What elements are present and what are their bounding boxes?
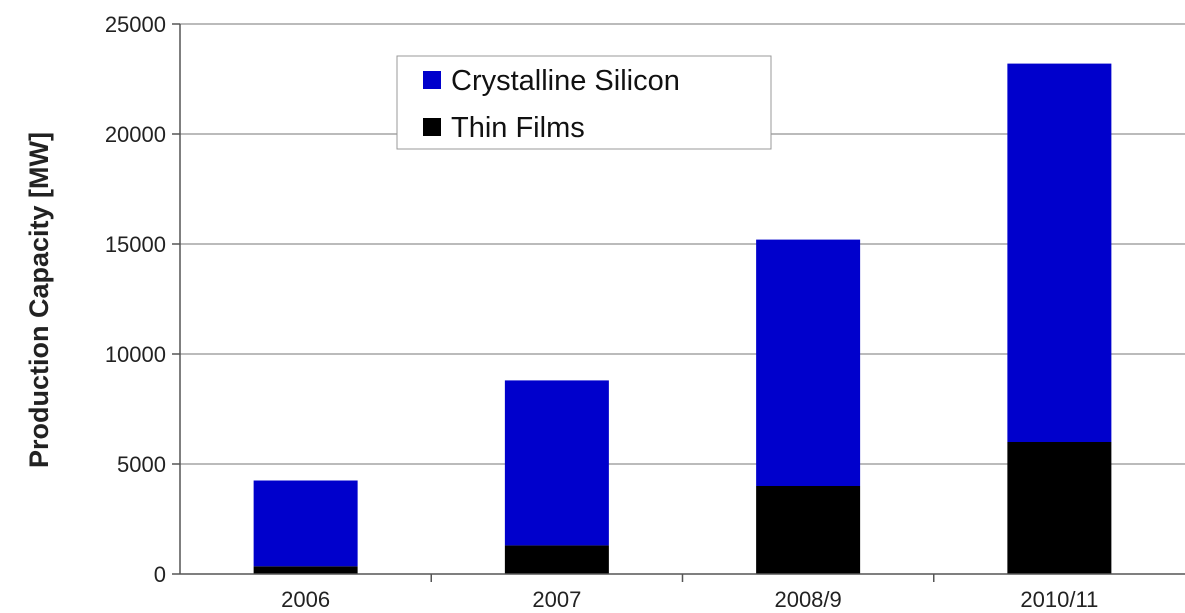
y-tick-label: 5000 — [117, 452, 166, 477]
legend-label-thin-films: Thin Films — [451, 112, 585, 144]
bars — [253, 63, 1112, 574]
legend-swatch-crystalline-silicon — [423, 71, 441, 89]
y-tick-label: 20000 — [105, 122, 166, 147]
bar-segment-crystalline-silicon — [756, 239, 861, 486]
y-tick-label: 15000 — [105, 232, 166, 257]
legend-box — [396, 55, 772, 150]
x-tick-label: 2010/11 — [1020, 587, 1098, 612]
legend-swatch-thin-films — [423, 118, 441, 136]
x-tick-label: 2007 — [532, 587, 581, 612]
legend-label-crystalline-silicon: Crystalline Silicon — [451, 65, 680, 97]
y-tick-label: 0 — [154, 562, 166, 587]
bar-segment-crystalline-silicon — [253, 480, 358, 567]
bar-segment-thin-films — [756, 486, 861, 574]
x-tick-label: 2008/9 — [774, 587, 841, 612]
bar-segment-thin-films — [1007, 442, 1112, 574]
y-axis-title: Production Capacity [MW] — [24, 132, 54, 468]
y-tick-label: 25000 — [105, 12, 166, 37]
y-tick-labels: 0 5000 10000 15000 20000 25000 — [105, 12, 180, 587]
bar-segment-crystalline-silicon — [1007, 63, 1112, 442]
x-tick-label: 2006 — [281, 587, 330, 612]
bar-segment-thin-films — [253, 566, 358, 574]
bar-segment-thin-films — [504, 545, 609, 574]
x-tick-labels: 2006 2007 2008/9 2010/11 — [281, 574, 1098, 612]
bar-segment-crystalline-silicon — [504, 380, 609, 546]
legend: Crystalline Silicon Thin Films — [396, 55, 772, 150]
y-tick-label: 10000 — [105, 342, 166, 367]
